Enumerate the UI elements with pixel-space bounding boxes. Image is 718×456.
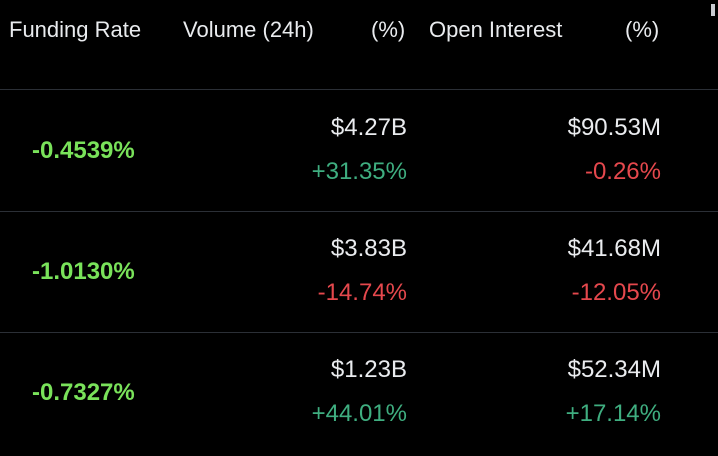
- volume-value: $4.27B: [330, 114, 407, 141]
- table-row[interactable]: -0.4539% $4.27B +31.35% $90.53M -0.26%: [0, 91, 718, 212]
- table-row[interactable]: -0.7327% $1.23B +44.01% $52.34M +17.14%: [0, 333, 718, 454]
- column-header-open-interest[interactable]: Open Interest: [429, 17, 563, 42]
- volume-cell: $4.27B +31.35%: [312, 91, 407, 187]
- funding-rate-value: -0.7327%: [32, 379, 135, 406]
- column-header-oi-pct[interactable]: (%): [625, 17, 660, 42]
- open-interest-cell: $90.53M -0.26%: [568, 91, 661, 187]
- open-interest-change: -0.26%: [584, 158, 661, 185]
- open-interest-value: $52.34M: [567, 356, 661, 383]
- volume-value: $1.23B: [330, 356, 407, 383]
- volume-value: $3.83B: [330, 235, 407, 262]
- scroll-edge-marker: [711, 4, 715, 16]
- column-header-volume-pct[interactable]: (%): [371, 17, 406, 42]
- column-header-funding-rate[interactable]: Funding Rate: [9, 17, 142, 42]
- volume-cell: $3.83B -14.74%: [318, 212, 407, 308]
- volume-change: +31.35%: [311, 158, 407, 185]
- open-interest-value: $90.53M: [567, 114, 661, 141]
- funding-rate-value: -1.0130%: [32, 258, 135, 285]
- table-header: Funding Rate Volume (24h) (%) Open Inter…: [0, 0, 718, 90]
- volume-change: +44.01%: [311, 400, 407, 427]
- open-interest-cell: $41.68M -12.05%: [568, 212, 661, 308]
- open-interest-change: -12.05%: [571, 279, 661, 306]
- table-row[interactable]: -1.0130% $3.83B -14.74% $41.68M -12.05%: [0, 212, 718, 333]
- open-interest-change: +17.14%: [565, 400, 661, 427]
- volume-cell: $1.23B +44.01%: [312, 333, 407, 429]
- volume-change: -14.74%: [317, 279, 407, 306]
- open-interest-value: $41.68M: [567, 235, 661, 262]
- open-interest-cell: $52.34M +17.14%: [566, 333, 661, 429]
- funding-rate-value: -0.4539%: [32, 137, 135, 164]
- column-header-volume[interactable]: Volume (24h): [183, 17, 314, 42]
